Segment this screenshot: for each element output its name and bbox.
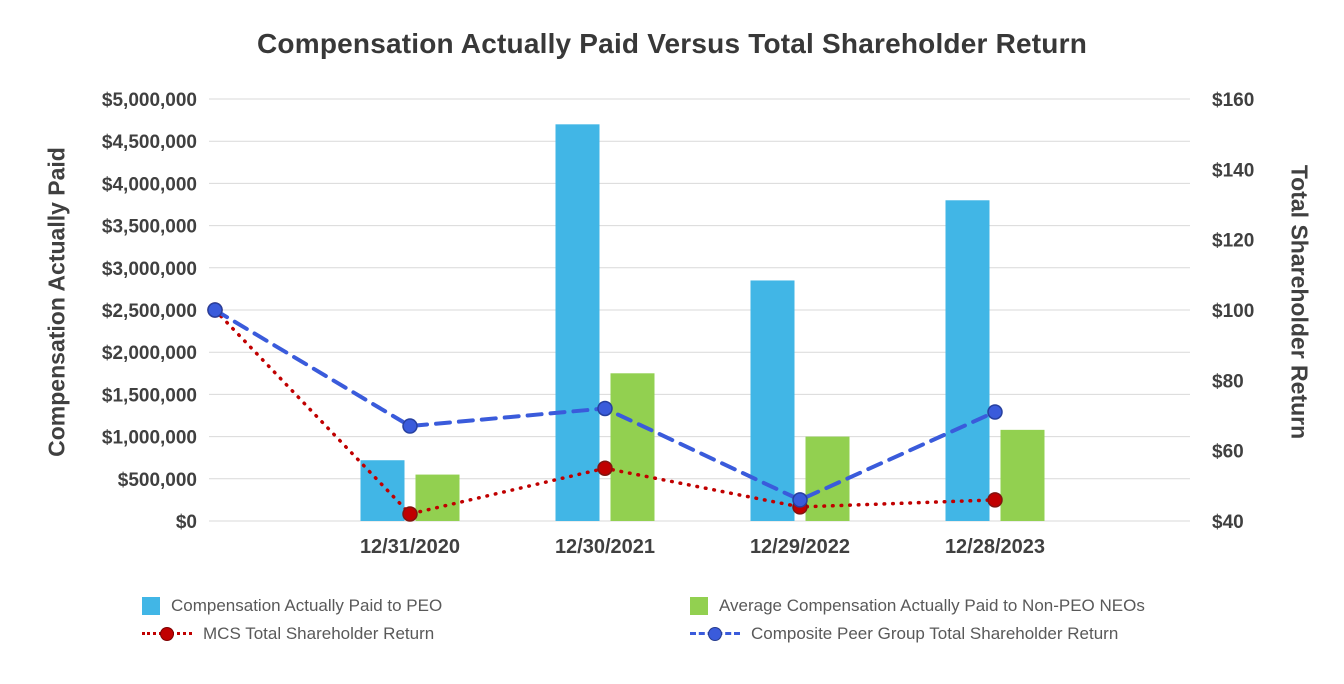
peo-bar-swatch-icon	[142, 597, 160, 615]
left-axis-tick-label: $3,000,000	[102, 259, 197, 280]
right-axis-tick-label: $100	[1212, 301, 1254, 322]
bar-neo	[610, 373, 655, 521]
line-point-mcs-tsr	[402, 506, 418, 522]
peer-line-swatch-icon	[690, 625, 740, 643]
neo-bar-swatch-icon	[690, 597, 708, 615]
left-axis-tick-label: $0	[176, 512, 197, 533]
right-axis-tick-label: $120	[1212, 231, 1254, 252]
x-axis-label: 12/30/2021	[555, 536, 655, 558]
right-axis-tick-label: $40	[1212, 512, 1244, 533]
left-axis-tick-label: $4,000,000	[102, 174, 197, 195]
x-axis-label: 12/31/2020	[360, 536, 460, 558]
bar-neo	[805, 436, 850, 521]
mcs-line-swatch-icon	[142, 625, 192, 643]
legend-label-peer-tsr: Composite Peer Group Total Shareholder R…	[751, 624, 1119, 643]
line-point-peer-tsr	[207, 302, 223, 318]
legend-label-mcs-tsr: MCS Total Shareholder Return	[203, 624, 435, 643]
right-axis-tick-label: $140	[1212, 160, 1254, 181]
line-point-peer-tsr	[987, 404, 1003, 420]
marker-dot	[708, 627, 722, 641]
x-axis-label: 12/29/2022	[750, 536, 850, 558]
left-axis-tick-label: $500,000	[118, 470, 197, 491]
line-point-mcs-tsr	[987, 492, 1003, 508]
right-axis-tick-label: $60	[1212, 442, 1244, 463]
legend-item-mcs-tsr: MCS Total Shareholder Return	[142, 623, 690, 645]
legend-label-neo: Average Compensation Actually Paid to No…	[719, 596, 1145, 615]
right-axis-tick-label: $160	[1212, 90, 1254, 111]
chart-title: Compensation Actually Paid Versus Total …	[257, 28, 1087, 59]
bar-peo	[360, 460, 405, 521]
x-axis-label: 12/28/2023	[945, 536, 1045, 558]
line-point-peer-tsr	[597, 400, 613, 417]
left-axis-tick-label: $2,000,000	[102, 343, 197, 364]
left-axis-tick-label: $1,000,000	[102, 428, 197, 449]
bar-peo	[750, 280, 795, 521]
legend-item-peo: Compensation Actually Paid to PEO	[142, 595, 690, 617]
left-axis-tick-label: $4,500,000	[102, 132, 197, 153]
left-axis-tick-label: $3,500,000	[102, 217, 197, 238]
line-point-peer-tsr	[402, 418, 418, 434]
left-axis-tick-label: $2,500,000	[102, 301, 197, 322]
bar-neo	[1000, 429, 1045, 521]
chart-legend: Compensation Actually Paid to PEO Averag…	[142, 595, 1145, 645]
line-point-peer-tsr	[792, 492, 808, 508]
left-axis-tick-label: $5,000,000	[102, 90, 197, 111]
right-axis-tick-label: $80	[1212, 371, 1244, 392]
line-point-mcs-tsr	[597, 460, 613, 476]
marker-dot	[160, 627, 174, 641]
legend-item-neo: Average Compensation Actually Paid to No…	[690, 595, 1145, 617]
legend-item-peer-tsr: Composite Peer Group Total Shareholder R…	[690, 623, 1145, 645]
bar-peo	[945, 200, 990, 521]
left-axis-tick-label: $1,500,000	[102, 385, 197, 406]
bar-neo	[415, 474, 460, 521]
bar-peo	[555, 124, 600, 521]
legend-label-peo: Compensation Actually Paid to PEO	[171, 596, 443, 615]
